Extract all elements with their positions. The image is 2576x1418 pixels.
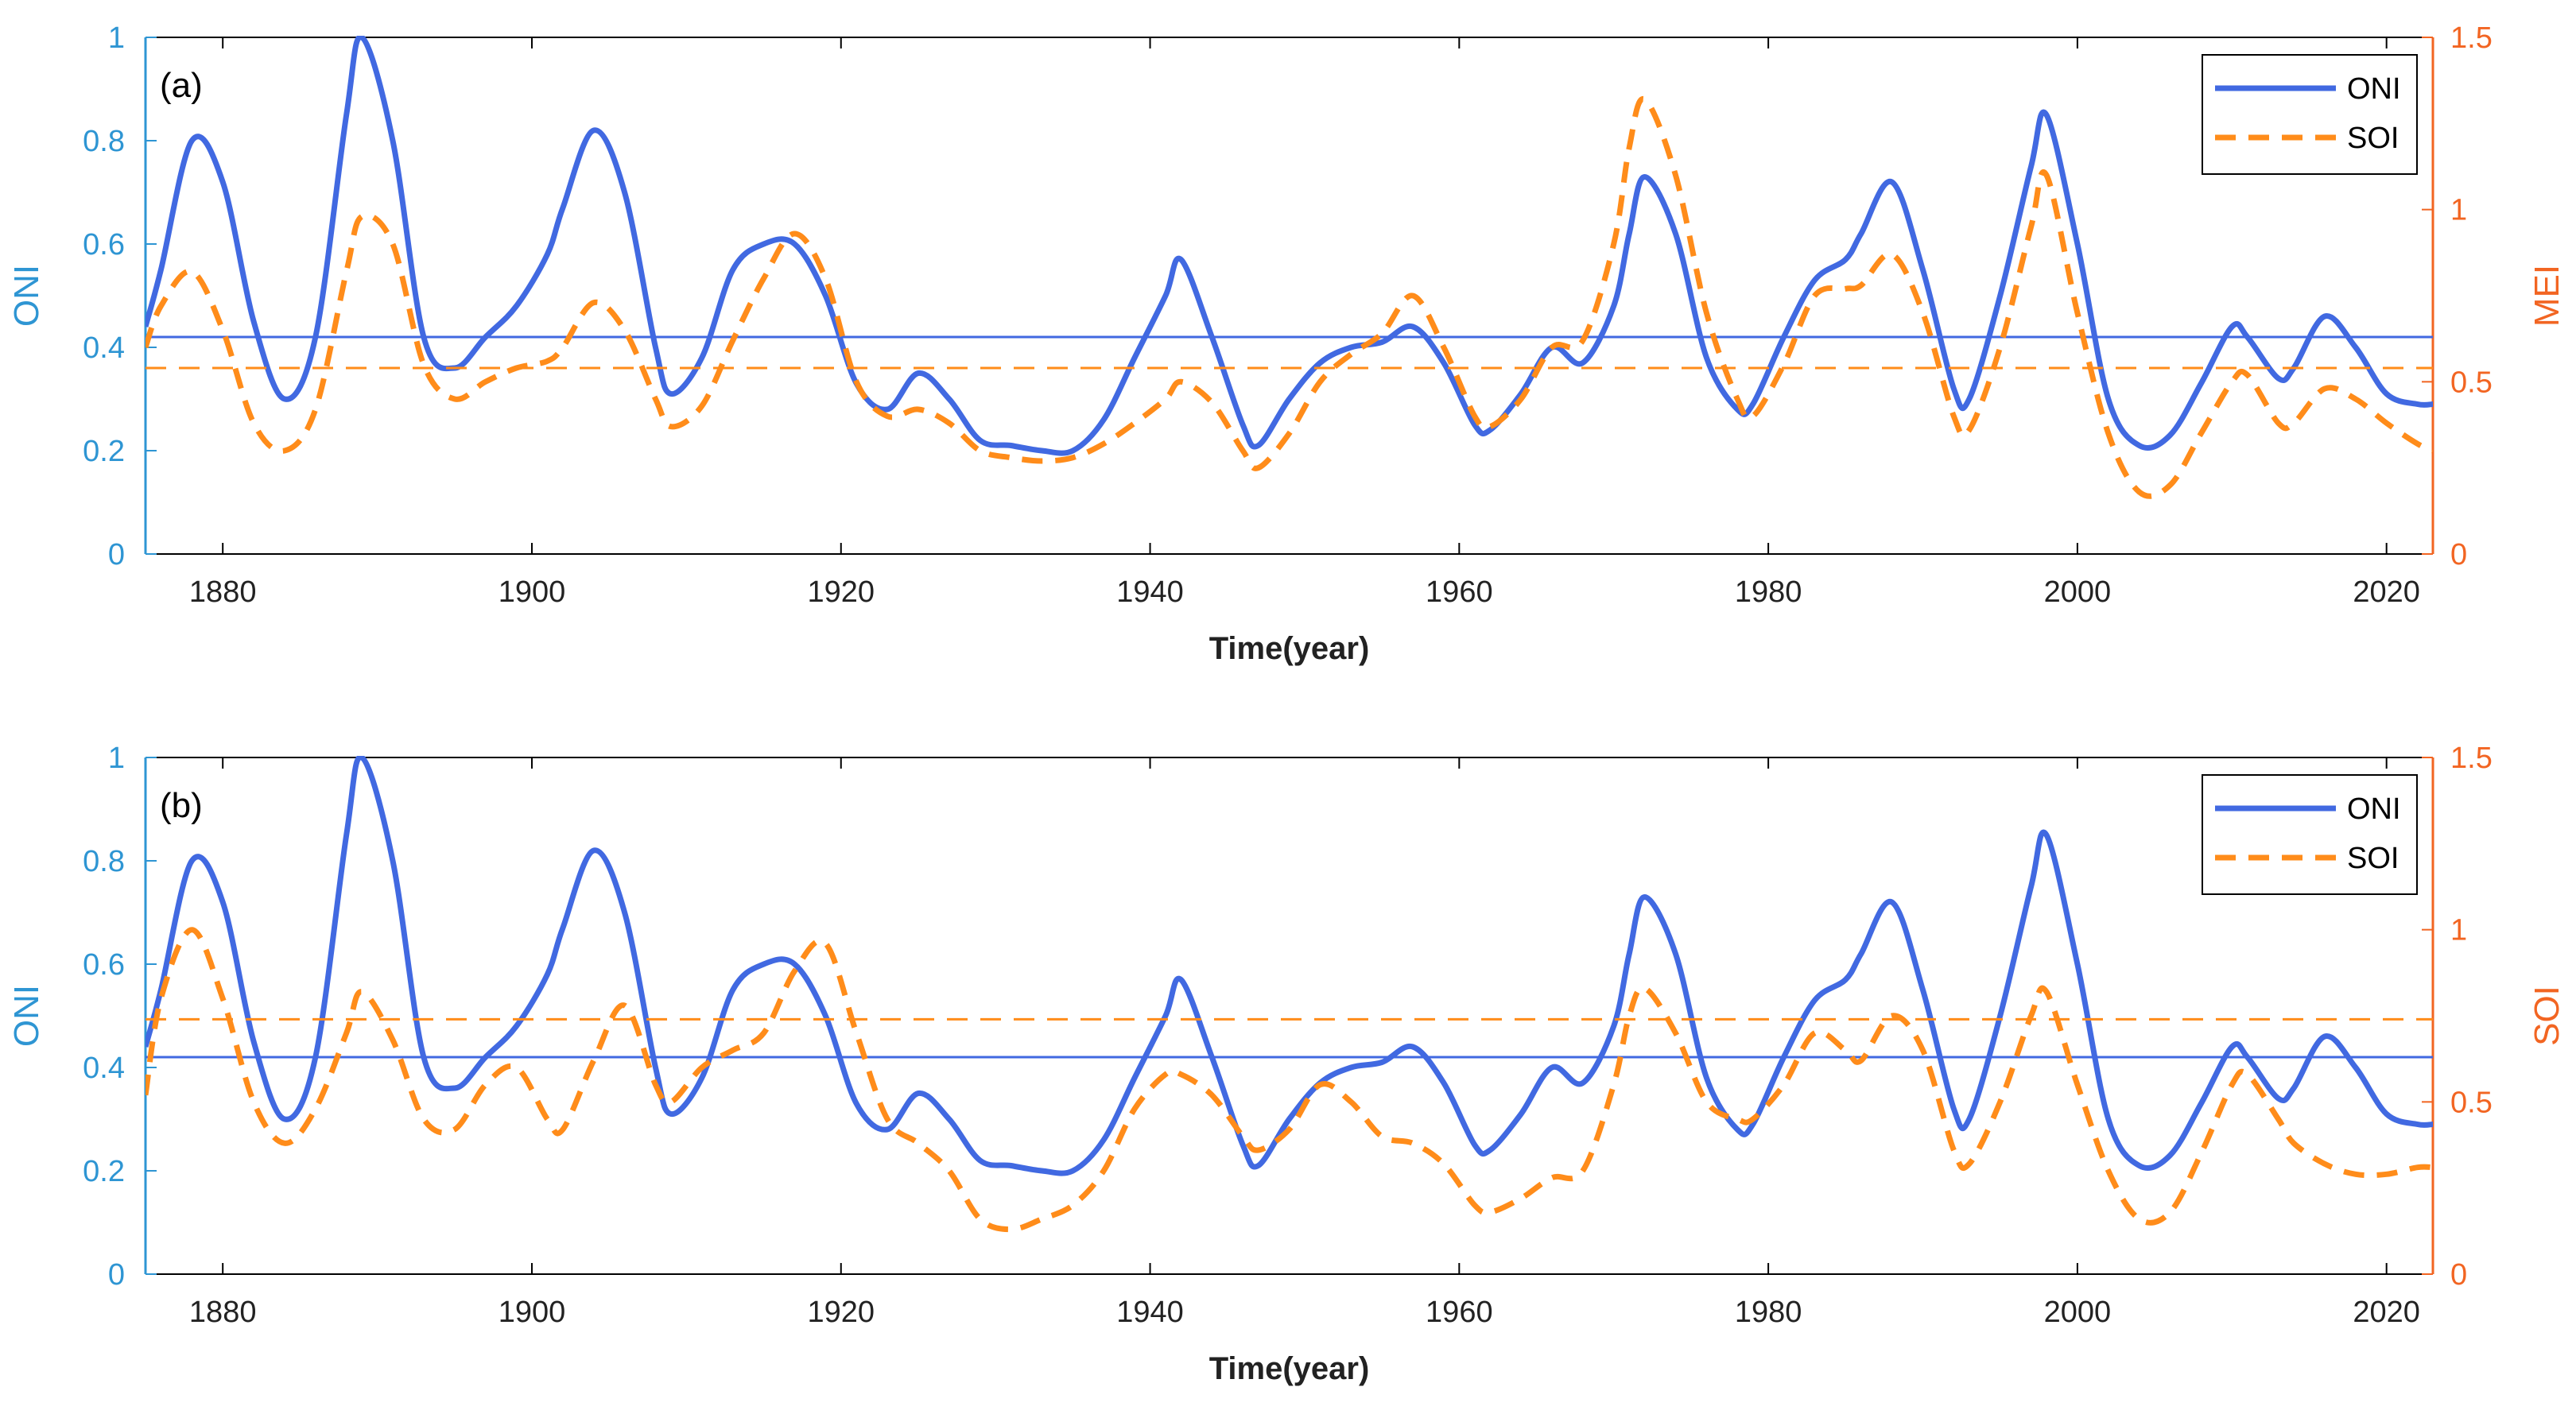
x-tick-label: 1920: [807, 575, 875, 609]
y-left-tick-label: 1: [108, 742, 125, 775]
y-left-tick-label: 0.8: [83, 845, 125, 878]
series-line-soi: [145, 96, 2433, 499]
y-axis-left-label: ONI: [7, 985, 46, 1047]
x-tick-label: 1980: [1735, 1296, 1802, 1329]
chart-panel-b: 1880 1900 1920 1940 1960 1980 2000 2020 0 0.2 0.4 0…: [7, 742, 2566, 1386]
y-left-tick-label: 0.2: [83, 435, 125, 468]
y-right-tick-label: 0: [2450, 1258, 2467, 1292]
legend-label-soi: SOI: [2347, 122, 2399, 155]
x-tick-label: 2020: [2353, 1296, 2420, 1329]
x-tick-label: 1940: [1116, 575, 1184, 609]
y-right-tick-label: 1.5: [2450, 742, 2493, 775]
y-right-tick-label: 0.5: [2450, 1086, 2493, 1119]
chart-panel-a: 1880 1900 1920 1940 1960 1980 2000 2020 0 0.2 0.4 0…: [7, 21, 2566, 666]
legend: ONI SOI: [2202, 774, 2418, 895]
y-right-tick-label: 1: [2450, 194, 2467, 227]
y-left-tick-label: 0.4: [83, 1052, 125, 1085]
plot-area: [145, 756, 2433, 1233]
y-axis-right-label: SOI: [2528, 986, 2566, 1046]
y-left-tick-label: 0: [108, 538, 125, 571]
legend: ONI SOI: [2202, 54, 2418, 175]
x-tick-label: 1940: [1116, 1296, 1184, 1329]
x-tick-label: 2020: [2353, 575, 2420, 609]
plot-area: [145, 36, 2433, 499]
y-axis-right-label: MEI: [2528, 265, 2566, 327]
x-axis-label: Time(year): [1209, 631, 1370, 666]
y-right-tick-label: 1.5: [2450, 21, 2493, 55]
x-tick-label: 1880: [189, 575, 257, 609]
series-line-oni: [145, 756, 2433, 1176]
y-left-tick-label: 0.6: [83, 948, 125, 982]
series-line-soi: [145, 927, 2433, 1233]
x-tick-label: 2000: [2044, 575, 2112, 609]
legend-label-oni: ONI: [2347, 72, 2401, 106]
legend-label-oni: ONI: [2347, 792, 2401, 826]
y-right-tick-label: 0: [2450, 538, 2467, 571]
y-axis-left-label: ONI: [7, 265, 46, 327]
x-tick-label: 1960: [1426, 575, 1493, 609]
y-left-tick-label: 0: [108, 1258, 125, 1292]
legend-label-soi: SOI: [2347, 842, 2399, 875]
panel-label: (a): [160, 66, 203, 105]
legend-box: [2202, 54, 2418, 175]
y-left-tick-label: 0.4: [83, 331, 125, 365]
y-right-tick-label: 0.5: [2450, 366, 2493, 399]
x-tick-label: 1980: [1735, 575, 1802, 609]
x-tick-label: 1880: [189, 1296, 257, 1329]
y-right-tick-label: 1: [2450, 914, 2467, 947]
legend-box: [2202, 774, 2418, 895]
y-left-tick-label: 0.2: [83, 1155, 125, 1188]
x-axis-label: Time(year): [1209, 1351, 1370, 1386]
x-tick-label: 2000: [2044, 1296, 2112, 1329]
y-left-tick-label: 0.8: [83, 125, 125, 158]
series-line-oni: [145, 36, 2433, 456]
panel-label: (b): [160, 786, 203, 825]
y-left-tick-label: 1: [108, 21, 125, 55]
x-tick-label: 1920: [807, 1296, 875, 1329]
x-tick-label: 1900: [499, 575, 566, 609]
x-tick-label: 1900: [499, 1296, 566, 1329]
y-left-tick-label: 0.6: [83, 228, 125, 262]
x-tick-label: 1960: [1426, 1296, 1493, 1329]
